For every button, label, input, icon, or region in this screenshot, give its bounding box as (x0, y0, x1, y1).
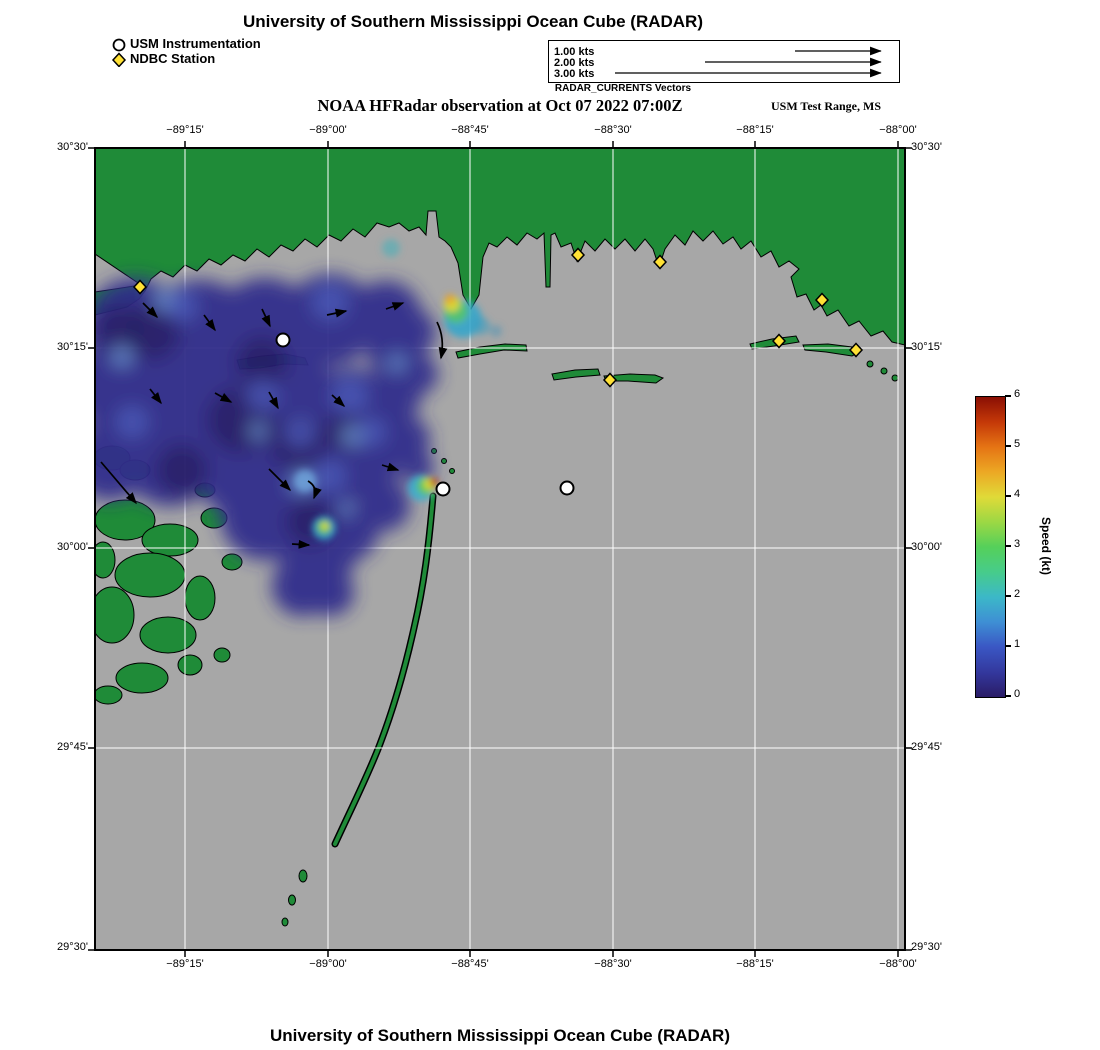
range-label: USM Test Range, MS (770, 99, 881, 113)
usm-instrumentation-marker (559, 480, 575, 496)
islet (281, 917, 289, 927)
islet (298, 869, 308, 883)
page-title-bottom: University of Southern Mississippi Ocean… (269, 1026, 730, 1045)
x-tick-bottom-4: −88°15' (736, 958, 774, 970)
colorbar-axis-label: Speed (kt) (1039, 516, 1053, 575)
vector-scale-legend: 1.00 kts 2.00 kts 3.00 kts (548, 40, 900, 83)
vector-scale-graphic: 1.00 kts 2.00 kts 3.00 kts (554, 46, 882, 80)
x-tick-top-4: −88°15' (736, 124, 774, 136)
islet (880, 367, 888, 375)
vector-legend-label-3: 3.00 kts (554, 68, 594, 80)
colorbar-tick-label-4: 4 (1014, 488, 1021, 500)
y-tick-left-1: 30°15' (57, 341, 88, 353)
islet (891, 374, 899, 382)
y-tick-left-3: 29°45' (57, 741, 88, 753)
x-tick-top-2: −88°45' (451, 124, 489, 136)
usm-legend-label: USM Instrumentation (130, 36, 261, 51)
x-tick-top-3: −88°30' (594, 124, 632, 136)
colorbar-tick (1005, 495, 1011, 497)
x-tick-top-5: −88°00' (879, 124, 917, 136)
ndbc-diamond-icon (111, 52, 127, 67)
islet (441, 458, 447, 464)
islet (288, 894, 296, 906)
usm-instrumentation-markers (275, 332, 575, 497)
y-tick-right-4: 29°30' (911, 941, 942, 953)
vector-legend-label-1: 1.00 kts (554, 46, 594, 58)
x-tick-top-1: −89°00' (309, 124, 347, 136)
high-speed-spots (294, 239, 502, 540)
current-speed-field (95, 239, 502, 616)
colorbar-tick (1005, 445, 1011, 447)
ndbc-station-marker (814, 292, 830, 308)
axis-tick-marks (88, 141, 912, 957)
islet (866, 360, 874, 368)
x-tick-bottom-0: −89°15' (166, 958, 204, 970)
usm-instrumentation-marker (435, 481, 451, 497)
speed-colorbar (975, 396, 1006, 698)
y-tick-right-0: 30°30' (911, 141, 942, 153)
y-tick-left-4: 29°30' (57, 941, 88, 953)
colorbar-tick (1005, 645, 1011, 647)
observation-subtitle: NOAA HFRadar observation at Oct 07 2022 … (317, 96, 683, 115)
x-tick-top-0: −89°15' (166, 124, 204, 136)
map-frame (88, 141, 912, 957)
x-tick-bottom-5: −88°00' (879, 958, 917, 970)
map-canvas (88, 141, 912, 957)
islet (431, 448, 437, 454)
colorbar-tick-label-1: 1 (1014, 638, 1021, 650)
y-tick-right-3: 29°45' (911, 741, 942, 753)
y-tick-left-0: 30°30' (57, 141, 88, 153)
page-title-top: University of Southern Mississippi Ocean… (242, 12, 703, 31)
usm-circle-icon (112, 38, 126, 52)
colorbar-tick (1005, 595, 1011, 597)
colorbar-tick-label-2: 2 (1014, 588, 1021, 600)
colorbar-tick (1005, 695, 1011, 697)
y-tick-left-2: 30°00' (57, 541, 88, 553)
colorbar-tick-label-6: 6 (1014, 388, 1021, 400)
chandeleur-arc (331, 492, 437, 848)
ndbc-station-marker (570, 247, 586, 263)
ndbc-station-marker (652, 254, 668, 270)
ndbc-station-marker (848, 342, 864, 358)
ndbc-station-marker (132, 279, 148, 295)
usm-instrumentation-marker (275, 332, 291, 348)
islet (449, 468, 455, 474)
island-petit-bois-w (551, 368, 601, 381)
marker-legend: USM Instrumentation NDBC Station (110, 36, 330, 68)
x-tick-bottom-1: −89°00' (309, 958, 347, 970)
vector-legend-caption: RADAR_CURRENTS Vectors (554, 83, 692, 94)
ndbc-station-markers (132, 247, 864, 388)
ndbc-station-marker (771, 333, 787, 349)
y-tick-right-2: 30°00' (911, 541, 942, 553)
mainland-coast (95, 148, 905, 346)
x-tick-bottom-3: −88°30' (594, 958, 632, 970)
colorbar-tick (1005, 545, 1011, 547)
water-background (95, 148, 905, 950)
vector-legend-label-2: 2.00 kts (554, 57, 594, 69)
x-tick-bottom-2: −88°45' (451, 958, 489, 970)
colorbar-tick-label-3: 3 (1014, 538, 1021, 550)
current-vector-arrows (100, 302, 448, 549)
ndbc-station-marker (602, 372, 618, 388)
marker-legend-icons (111, 38, 127, 67)
colorbar-tick-label-5: 5 (1014, 438, 1021, 450)
y-tick-right-1: 30°15' (911, 341, 942, 353)
colorbar-tick-label-0: 0 (1014, 688, 1021, 700)
colorbar-tick (1005, 395, 1011, 397)
ndbc-legend-label: NDBC Station (130, 51, 216, 66)
